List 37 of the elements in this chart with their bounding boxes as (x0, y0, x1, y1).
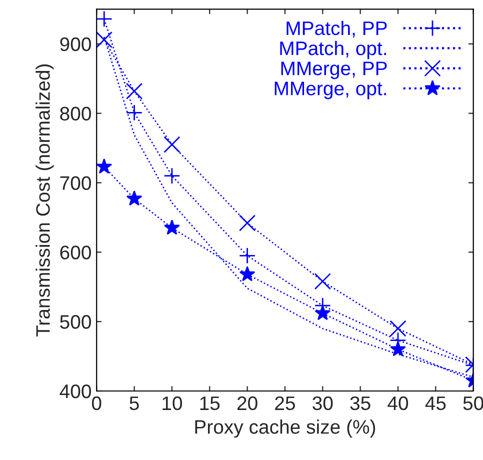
x-tick-label: 25 (275, 396, 295, 410)
point (96, 158, 112, 174)
legend-label: MMerge, opt. (274, 82, 386, 100)
x-tick-label: 15 (200, 396, 220, 410)
point (390, 320, 406, 337)
x-tick-label: 35 (350, 396, 370, 410)
point (238, 214, 256, 232)
point (314, 304, 331, 320)
y-axis-title: Transmission Cost (normalized) (36, 64, 54, 337)
x-tick-label: 10 (162, 396, 182, 410)
x-tick-label: 30 (312, 396, 333, 410)
y-tick-label: 600 (60, 246, 91, 260)
x-tick-label: 40 (388, 396, 408, 410)
point (314, 272, 331, 290)
point (239, 266, 256, 282)
x-tick-label: 5 (130, 396, 139, 410)
x-tick-label: 50 (463, 396, 483, 410)
legend-label: MPatch, PP (286, 20, 387, 38)
x-tick-label: 0 (92, 396, 102, 410)
x-axis-title: Proxy cache size (%) (195, 420, 376, 438)
point (164, 167, 180, 184)
y-tick-label: 700 (60, 176, 91, 190)
point (390, 341, 406, 356)
point (126, 82, 143, 100)
x-tick-label: 20 (237, 396, 258, 410)
legend-label: MPatch, opt. (280, 40, 386, 60)
point (96, 10, 112, 28)
point (96, 31, 112, 48)
legend-label: MMerge, PP (281, 62, 387, 80)
y-tick-label: 900 (60, 37, 91, 52)
y-tick-label: 800 (60, 106, 91, 121)
point (164, 220, 180, 235)
x-tick-label: 45 (425, 396, 446, 410)
y-tick-label: 500 (60, 315, 91, 329)
point (164, 136, 180, 153)
point (126, 190, 142, 206)
y-tick-label: 400 (60, 384, 91, 398)
